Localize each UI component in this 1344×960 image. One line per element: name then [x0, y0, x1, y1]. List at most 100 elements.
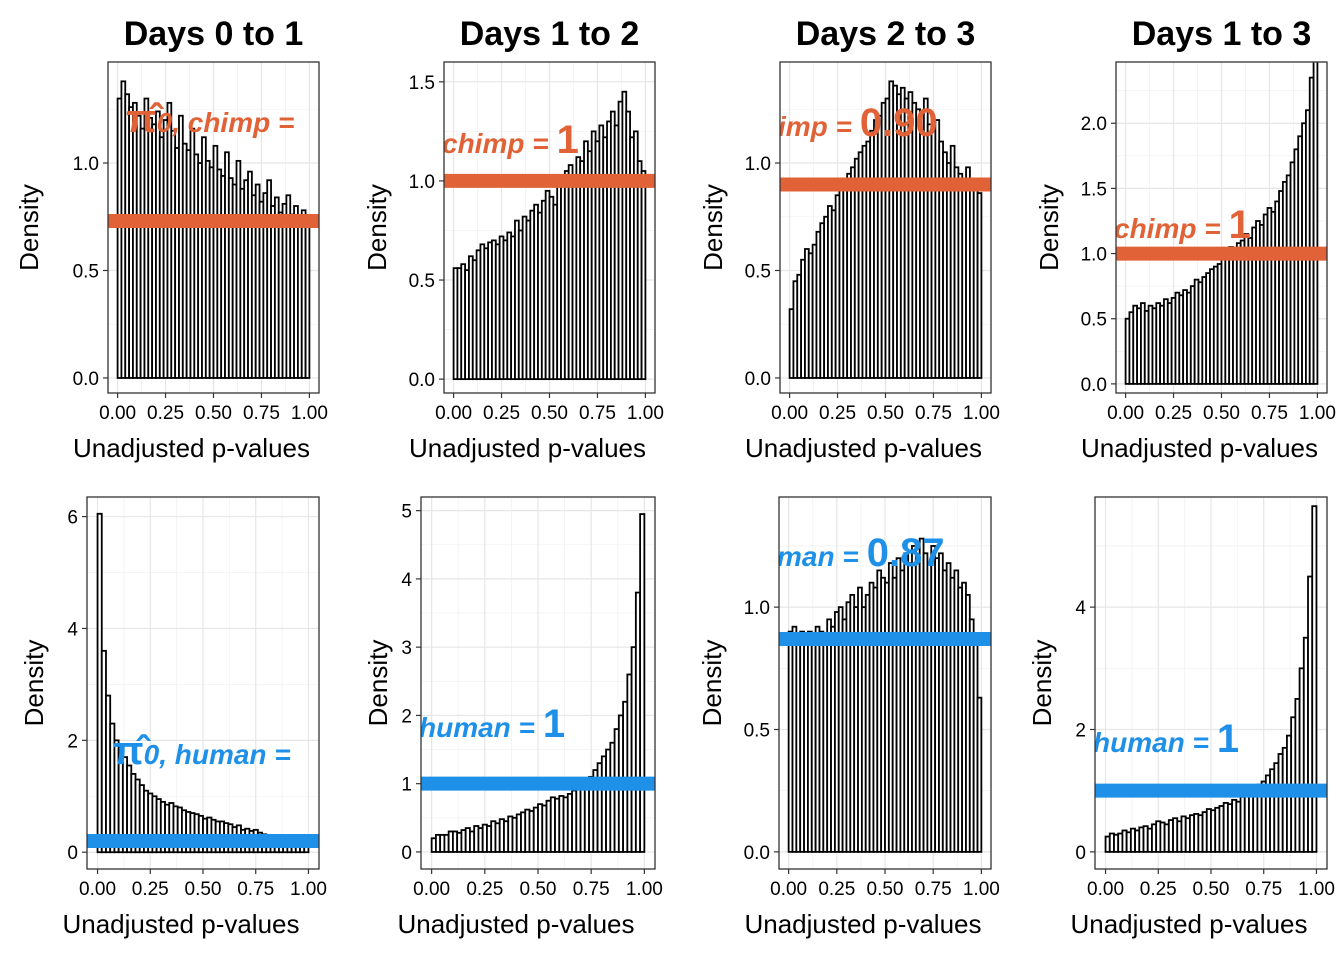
y-tick-label: 0	[67, 843, 78, 864]
y-axis-label: Density	[362, 184, 392, 271]
y-tick-label: 4	[401, 570, 412, 591]
x-tick-label: 0.75	[573, 879, 610, 900]
y-tick-label: 0.5	[745, 261, 771, 282]
x-tick-label: 0.75	[1245, 879, 1282, 900]
y-tick-label: 0.5	[1081, 310, 1107, 331]
histogram-bar	[640, 170, 647, 381]
annotation-label: man =	[777, 541, 859, 572]
y-tick-label: 1.0	[745, 154, 771, 175]
x-tick-label: 0.50	[1193, 879, 1230, 900]
x-tick-label: 1.00	[963, 403, 1000, 424]
x-axis-label: Unadjusted p-values	[397, 909, 634, 939]
y-tick-label: 0.5	[409, 271, 435, 292]
pi0-annotation: chimp = 1	[442, 118, 579, 162]
annotation-value: 0.87	[867, 531, 945, 575]
y-tick-label: 1	[401, 775, 412, 796]
x-tick-label: 0.00	[99, 403, 136, 424]
y-tick-label: 0.5	[73, 261, 99, 282]
x-tick-label: 0.50	[1203, 403, 1240, 424]
x-tick-label: 1.00	[626, 879, 663, 900]
annotation-value: 1	[1229, 203, 1251, 247]
x-tick-label: 1.00	[963, 879, 1000, 900]
annotation-label: human =	[1093, 727, 1209, 758]
y-tick-label: 5	[401, 502, 412, 523]
pi0-annotation: chimp = 1	[1114, 203, 1251, 247]
histogram-bar	[1312, 62, 1319, 385]
y-tick-label: 1.5	[409, 73, 435, 94]
y-tick-label: 6	[67, 508, 78, 529]
x-axis-label: Unadjusted p-values	[1081, 433, 1318, 463]
x-axis-label: Unadjusted p-values	[409, 433, 646, 463]
y-tick-label: 0.0	[409, 370, 435, 391]
x-tick-label: 0.00	[435, 403, 472, 424]
facet-title: Days 1 to 2	[460, 15, 640, 53]
x-tick-label: 1.00	[1298, 879, 1335, 900]
y-tick-label: 0	[1075, 843, 1086, 864]
histogram-bar	[639, 513, 646, 853]
facet-title: Days 1 to 3	[1132, 15, 1312, 53]
annotation-value: 1	[1217, 717, 1239, 761]
y-tick-label: 0.0	[1081, 375, 1107, 396]
histogram-bar	[304, 222, 311, 379]
x-tick-label: 0.25	[147, 403, 184, 424]
x-tick-label: 0.50	[185, 879, 222, 900]
x-tick-label: 0.75	[915, 403, 952, 424]
facet-panel: chimp = 1 0.0 0.5 1.0 1.5 2.0 0.00 0.25 0.50 0.75 1…	[1034, 15, 1336, 463]
y-tick-label: 0.5	[744, 721, 770, 742]
y-tick-label: 1.0	[744, 598, 770, 619]
y-axis-label: Density	[1034, 184, 1064, 271]
y-tick-label: 1.5	[1081, 179, 1107, 200]
x-tick-label: 0.00	[1087, 879, 1124, 900]
x-axis-label: Unadjusted p-values	[1070, 909, 1307, 939]
x-tick-label: 1.00	[627, 403, 664, 424]
histogram-bars	[452, 90, 647, 381]
x-tick-label: 1.00	[291, 403, 328, 424]
x-tick-label: 0.75	[243, 403, 280, 424]
y-tick-label: 1.0	[409, 172, 435, 193]
y-axis-label: Density	[363, 640, 393, 727]
y-tick-label: 0.0	[744, 843, 770, 864]
y-tick-label: 3	[401, 638, 412, 659]
y-tick-label: 0	[401, 843, 412, 864]
x-tick-label: 0.50	[867, 403, 904, 424]
y-axis-label: Density	[698, 184, 728, 271]
histogram-bars	[430, 513, 646, 853]
x-tick-label: 0.50	[520, 879, 557, 900]
y-axis-label: Density	[1027, 640, 1057, 727]
x-tick-label: 0.00	[770, 879, 807, 900]
x-tick-label: 0.25	[1140, 879, 1177, 900]
x-tick-label: 0.25	[466, 879, 503, 900]
y-tick-label: 1.0	[73, 154, 99, 175]
x-axis-label: Unadjusted p-values	[744, 909, 981, 939]
x-tick-label: 0.25	[819, 403, 856, 424]
histogram-bars	[788, 80, 983, 379]
x-tick-label: 0.50	[195, 403, 232, 424]
y-tick-label: 4	[1075, 598, 1086, 619]
facet-panel: man = 0.87 0.0 0.5 1.0 0.00 0.25 0.50 0.75 1.00 Un…	[697, 496, 1000, 939]
annotation-value: 1	[543, 702, 565, 746]
x-tick-label: 0.75	[237, 879, 274, 900]
x-tick-label: 0.25	[818, 879, 855, 900]
histogram-bar	[976, 696, 983, 853]
y-tick-label: 4	[67, 619, 78, 640]
x-tick-label: 0.75	[915, 879, 952, 900]
x-axis-label: Unadjusted p-values	[62, 909, 299, 939]
histogram-bar	[1311, 505, 1318, 853]
x-tick-label: 0.50	[867, 879, 904, 900]
y-tick-label: 2	[1075, 721, 1086, 742]
histogram-bars	[787, 537, 983, 853]
annotation-label: chimp =	[1114, 213, 1221, 244]
facet-panel: human = 1 0 2 4 0.00 0.25 0.50 0.75 1.00 Unadjuste…	[1027, 496, 1335, 939]
y-tick-label: 0.0	[745, 369, 771, 390]
annotation-label: human =	[419, 712, 535, 743]
annotation-label: chimp =	[442, 128, 549, 159]
x-tick-label: 0.75	[579, 403, 616, 424]
facet-title: Days 2 to 3	[796, 15, 976, 53]
y-tick-label: 2	[67, 731, 78, 752]
pi0-annotation: human = 1	[1093, 717, 1239, 761]
annotation-label: 0, chimp =	[157, 107, 295, 138]
x-axis-label: Unadjusted p-values	[745, 433, 982, 463]
annotation-value: 1	[557, 118, 579, 162]
y-tick-label: 2.0	[1081, 114, 1107, 135]
facet-panel: human = 1 0 1 2 3 4 5 0.00 0.25 0.50 0.75 1.00 Unadju…	[363, 496, 663, 939]
